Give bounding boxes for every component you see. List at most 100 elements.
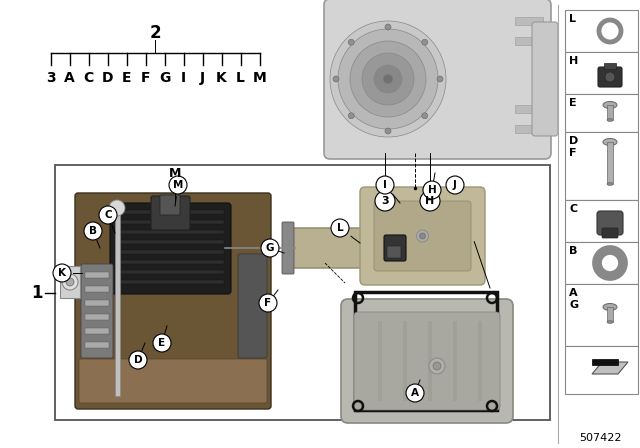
FancyBboxPatch shape (384, 235, 406, 261)
Bar (115, 206, 120, 396)
FancyBboxPatch shape (324, 0, 551, 159)
Text: L: L (569, 14, 576, 24)
Text: H: H (428, 185, 436, 195)
Circle shape (169, 176, 187, 194)
Circle shape (62, 274, 78, 290)
Ellipse shape (375, 232, 389, 264)
Bar (60, 266, 80, 298)
Text: A: A (411, 388, 419, 398)
Text: A: A (64, 71, 75, 85)
Bar (403, 321, 407, 401)
Bar (453, 321, 457, 401)
Circle shape (375, 191, 395, 211)
Text: C: C (104, 210, 112, 220)
Text: D: D (102, 71, 113, 85)
Text: H: H (569, 56, 579, 66)
Text: A
G: A G (569, 288, 578, 310)
Bar (592, 359, 618, 365)
Text: 3: 3 (45, 71, 55, 85)
Bar (515, 17, 543, 25)
Ellipse shape (607, 119, 613, 121)
Circle shape (129, 351, 147, 369)
Bar (604, 63, 616, 69)
Circle shape (99, 206, 117, 224)
Bar (607, 105, 613, 120)
Text: E: E (122, 71, 131, 85)
Circle shape (331, 219, 349, 237)
Circle shape (429, 358, 445, 374)
Circle shape (374, 65, 402, 93)
FancyBboxPatch shape (81, 264, 113, 358)
Text: C: C (83, 71, 93, 85)
Bar (85, 342, 109, 348)
FancyBboxPatch shape (374, 201, 471, 271)
Bar (515, 37, 543, 45)
Bar (116, 270, 224, 274)
Circle shape (446, 176, 464, 194)
Text: D
F: D F (569, 136, 579, 158)
FancyBboxPatch shape (360, 187, 485, 285)
Circle shape (437, 76, 443, 82)
Circle shape (422, 39, 428, 45)
Text: M: M (173, 180, 183, 190)
Bar (116, 210, 224, 214)
Ellipse shape (603, 102, 617, 108)
Bar (478, 321, 482, 401)
Bar (607, 307, 613, 322)
FancyBboxPatch shape (75, 193, 271, 409)
Bar (85, 272, 109, 278)
Circle shape (433, 362, 441, 370)
Text: E: E (159, 338, 166, 348)
Bar (428, 321, 432, 401)
FancyBboxPatch shape (282, 222, 294, 274)
Text: B: B (89, 226, 97, 236)
Circle shape (376, 176, 394, 194)
Text: M: M (253, 71, 266, 85)
FancyBboxPatch shape (238, 254, 267, 358)
FancyBboxPatch shape (290, 228, 385, 268)
Circle shape (84, 222, 102, 240)
Bar (55, 165, 550, 420)
FancyBboxPatch shape (354, 312, 500, 410)
Text: J: J (200, 71, 205, 85)
FancyBboxPatch shape (387, 246, 401, 258)
Circle shape (330, 21, 446, 137)
Circle shape (385, 24, 391, 30)
Ellipse shape (603, 138, 617, 146)
Ellipse shape (607, 320, 613, 323)
Text: G: G (159, 71, 170, 85)
Circle shape (406, 384, 424, 402)
Bar (565, 132, 638, 200)
Circle shape (153, 334, 171, 352)
Text: I: I (181, 71, 186, 85)
Bar (116, 280, 224, 284)
Circle shape (338, 29, 438, 129)
Bar (378, 321, 382, 401)
Bar (355, 292, 497, 410)
Circle shape (423, 181, 441, 199)
Circle shape (417, 230, 429, 242)
Bar (116, 230, 224, 234)
Bar (85, 314, 109, 320)
Bar (607, 142, 613, 184)
Text: L: L (337, 223, 343, 233)
Bar (515, 125, 543, 133)
FancyBboxPatch shape (79, 359, 267, 403)
Bar (565, 242, 638, 284)
Text: D: D (134, 355, 142, 365)
Text: J: J (453, 180, 457, 190)
Circle shape (53, 264, 71, 282)
Ellipse shape (607, 182, 613, 185)
Text: I: I (383, 180, 387, 190)
FancyBboxPatch shape (602, 228, 618, 238)
Bar (85, 328, 109, 334)
Bar (116, 220, 224, 224)
Circle shape (348, 113, 354, 119)
FancyBboxPatch shape (597, 211, 623, 235)
Circle shape (605, 72, 615, 82)
FancyBboxPatch shape (151, 196, 190, 230)
Circle shape (422, 113, 428, 119)
Text: H: H (426, 196, 435, 206)
Text: 507422: 507422 (579, 433, 621, 443)
Circle shape (383, 74, 393, 84)
